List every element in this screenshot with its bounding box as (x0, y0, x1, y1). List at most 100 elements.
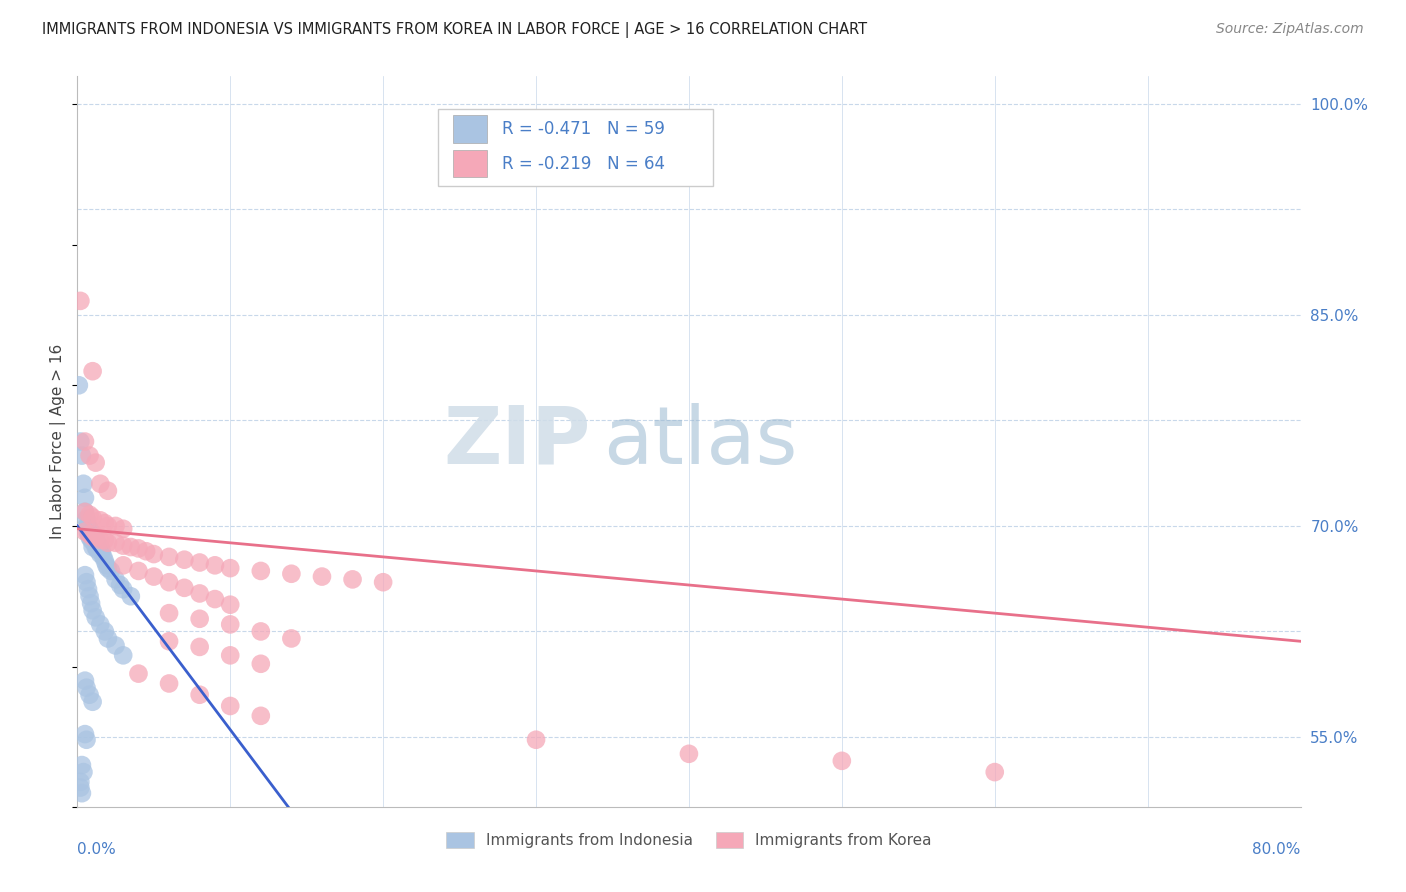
Point (67, 378, 90, 392)
Point (82, 510, 104, 524)
Point (188, 612, 211, 626)
Point (371, 575, 394, 590)
Point (157, 549, 180, 564)
Text: Source: ZipAtlas.com: Source: ZipAtlas.com (1216, 22, 1364, 37)
Point (219, 698, 242, 713)
Point (219, 598, 242, 612)
Point (97, 483, 120, 498)
Point (84, 456, 107, 470)
Point (69, 434, 91, 449)
Point (678, 747, 700, 761)
Point (104, 536, 127, 550)
Point (89, 533, 111, 547)
Point (80, 526, 103, 541)
Point (84, 540, 107, 554)
Point (89, 513, 111, 527)
Point (250, 564, 273, 578)
Point (89, 476, 111, 491)
Point (82, 695, 104, 709)
Point (69, 293, 91, 308)
Point (72, 765, 94, 780)
Text: 0.0%: 0.0% (77, 842, 117, 857)
Point (89, 540, 111, 554)
Point (250, 657, 273, 671)
Point (219, 617, 242, 632)
Point (97, 536, 120, 550)
Point (73, 434, 96, 449)
Point (76, 519, 98, 533)
Point (76, 512, 98, 526)
Point (142, 547, 165, 561)
Point (96, 558, 118, 573)
Text: R = -0.471   N = 59: R = -0.471 N = 59 (502, 120, 665, 138)
Point (79, 527, 101, 541)
Point (90, 544, 112, 558)
Point (142, 569, 165, 583)
Point (157, 634, 180, 648)
Point (173, 552, 195, 566)
Point (82, 540, 104, 554)
Point (157, 575, 180, 590)
Point (84, 530, 107, 544)
Text: IMMIGRANTS FROM INDONESIA VS IMMIGRANTS FROM KOREA IN LABOR FORCE | AGE > 16 COR: IMMIGRANTS FROM INDONESIA VS IMMIGRANTS … (42, 22, 868, 38)
Point (104, 519, 127, 533)
Text: 80.0%: 80.0% (1253, 842, 1301, 857)
Point (79, 508, 101, 522)
Point (73, 491, 96, 505)
Point (311, 569, 333, 583)
Point (77, 526, 100, 541)
Point (83, 530, 105, 544)
Point (77, 582, 100, 597)
Point (82, 530, 104, 544)
Point (157, 606, 180, 620)
Point (128, 541, 150, 556)
Point (984, 765, 1007, 780)
Point (76, 732, 98, 747)
Point (89, 547, 111, 561)
Point (120, 540, 142, 554)
Point (76, 681, 98, 695)
Point (112, 582, 135, 597)
Point (188, 586, 211, 600)
Point (250, 624, 273, 639)
Y-axis label: In Labor Force | Age > 16: In Labor Force | Age > 16 (49, 344, 66, 539)
Point (100, 564, 122, 578)
Point (204, 592, 226, 607)
Point (79, 688, 101, 702)
Point (79, 449, 101, 463)
Point (70, 449, 93, 463)
FancyBboxPatch shape (453, 150, 486, 178)
Point (128, 666, 150, 681)
Point (112, 522, 135, 536)
Point (84, 610, 107, 624)
Point (72, 476, 94, 491)
Point (86, 536, 108, 550)
Point (250, 708, 273, 723)
Point (70, 786, 93, 800)
Point (219, 561, 242, 575)
Point (112, 539, 135, 553)
Point (188, 640, 211, 654)
Point (128, 564, 150, 578)
Point (87, 540, 110, 554)
Point (82, 364, 104, 378)
Point (94, 516, 117, 530)
Point (342, 573, 364, 587)
Point (73, 505, 96, 519)
Point (97, 632, 120, 646)
Point (69, 780, 91, 795)
Point (77, 519, 100, 533)
Point (79, 589, 101, 603)
Point (94, 533, 117, 547)
Point (79, 530, 101, 544)
Point (82, 526, 104, 541)
Point (219, 648, 242, 663)
Point (97, 519, 120, 533)
Point (108, 578, 131, 592)
Point (204, 558, 226, 573)
Point (280, 632, 302, 646)
Point (83, 536, 105, 550)
Point (82, 603, 104, 617)
Point (94, 624, 117, 639)
Point (84, 533, 107, 547)
